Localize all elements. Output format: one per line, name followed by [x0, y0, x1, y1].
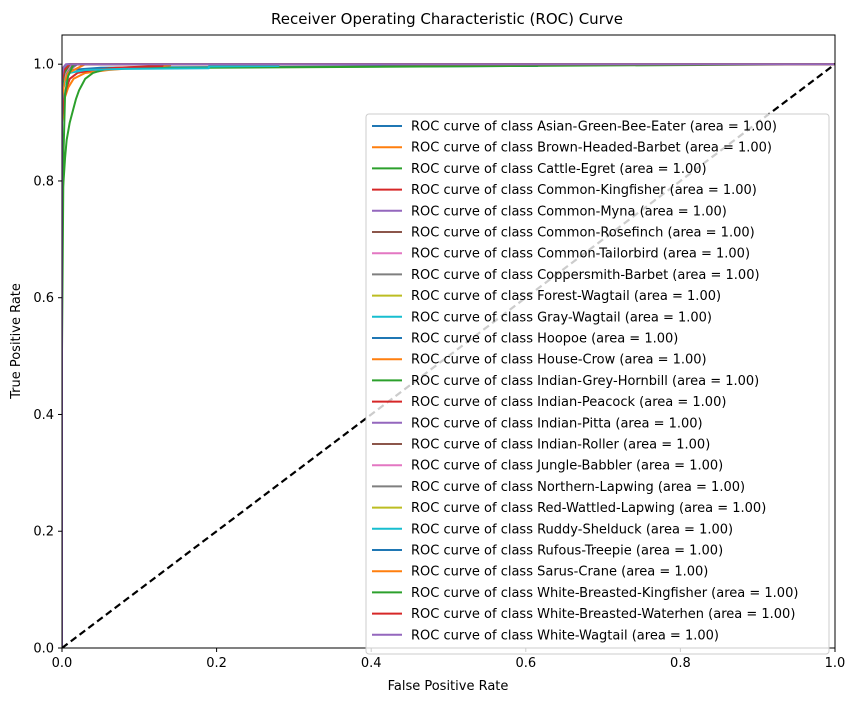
legend-entry-label: ROC curve of class House-Crow (area = 1.…: [411, 353, 707, 368]
legend-entry-label: ROC curve of class Indian-Roller (area =…: [411, 438, 710, 453]
x-tick-label: 0.0: [52, 656, 73, 671]
legend-entry-label: ROC curve of class Jungle-Babbler (area …: [411, 459, 723, 474]
x-tick-label: 0.6: [515, 656, 536, 671]
legend-entry-label: ROC curve of class Forest-Wagtail (area …: [411, 289, 721, 304]
legend-entry-label: ROC curve of class Brown-Headed-Barbet (…: [411, 141, 772, 156]
legend-entry-label: ROC curve of class Common-Kingfisher (ar…: [411, 183, 757, 198]
legend-box: [365, 113, 830, 655]
legend-entry-label: ROC curve of class Indian-Grey-Hornbill …: [411, 374, 759, 389]
y-tick-label: 0.4: [33, 408, 54, 423]
legend-entry-label: ROC curve of class Common-Myna (area = 1…: [411, 204, 727, 219]
y-tick-label: 0.2: [33, 525, 54, 540]
x-axis: 0.0 0.2 0.4 0.6 0.8 1.0: [52, 648, 846, 671]
y-tick-label: 0.0: [33, 642, 54, 657]
legend-entry-label: ROC curve of class Cattle-Egret (area = …: [411, 162, 707, 177]
y-axis-label: True Positive Rate: [9, 283, 24, 400]
x-axis-label: False Positive Rate: [388, 679, 509, 694]
legend-entry-label: ROC curve of class Common-Rosefinch (are…: [411, 226, 755, 241]
curves-layer: [62, 63, 835, 648]
x-tick-label: 0.2: [206, 656, 227, 671]
legend-entry-label: ROC curve of class Common-Tailorbird (ar…: [411, 247, 750, 262]
plot-area: [61, 34, 836, 649]
x-tick-label: 1.0: [825, 656, 846, 671]
legend-entry-label: ROC curve of class Indian-Peacock (area …: [411, 395, 726, 410]
legend-entry-label: ROC curve of class White-Breasted-Kingfi…: [411, 586, 798, 601]
legend: ROC curve of class Asian-Green-Bee-Eater…: [365, 113, 830, 655]
x-tick-label: 0.8: [670, 656, 691, 671]
legend-entry-label: ROC curve of class Sarus-Crane (area = 1…: [411, 565, 708, 580]
y-axis: 0.0 0.2 0.4 0.6 0.8 1.0: [33, 58, 62, 657]
roc-curve-24: [62, 63, 835, 648]
legend-entry-label: ROC curve of class Northern-Lapwing (are…: [411, 480, 745, 495]
roc-curve-3: [62, 63, 835, 648]
legend-entry-label: ROC curve of class Coppersmith-Barbet (a…: [411, 268, 760, 283]
legend-entry-label: ROC curve of class Ruddy-Shelduck (area …: [411, 522, 733, 537]
y-tick-label: 1.0: [33, 58, 54, 73]
chart-title: Receiver Operating Characteristic (ROC) …: [271, 10, 623, 28]
legend-entry-label: ROC curve of class Rufous-Treepie (area …: [411, 544, 723, 559]
legend-entry-label: ROC curve of class Red-Wattled-Lapwing (…: [411, 501, 766, 516]
legend-entry-label: ROC curve of class White-Breasted-Waterh…: [411, 607, 795, 622]
legend-entry-label: ROC curve of class Indian-Pitta (area = …: [411, 416, 703, 431]
legend-entry-label: ROC curve of class Hoopoe (area = 1.00): [411, 332, 678, 347]
y-tick-label: 0.6: [33, 291, 54, 306]
y-tick-label: 0.8: [33, 174, 54, 189]
legend-entry-label: ROC curve of class Asian-Green-Bee-Eater…: [411, 120, 777, 135]
legend-entry-label: ROC curve of class White-Wagtail (area =…: [411, 628, 719, 643]
x-tick-label: 0.4: [361, 656, 382, 671]
legend-entry-label: ROC curve of class Gray-Wagtail (area = …: [411, 310, 712, 325]
